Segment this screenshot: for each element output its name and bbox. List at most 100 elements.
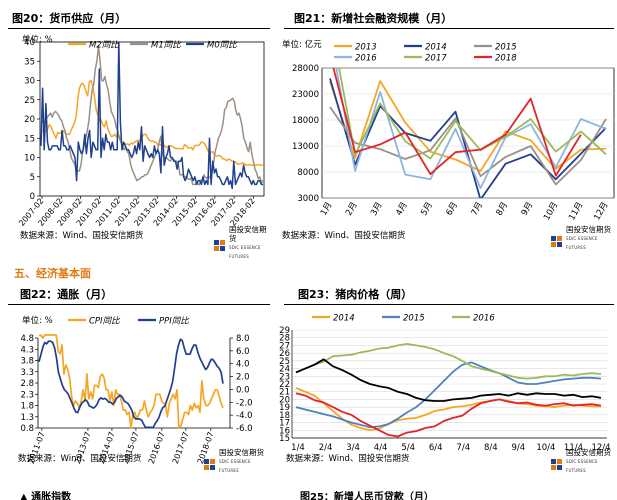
bottom-fragment-left: ▲ 通胀指数 — [20, 492, 72, 500]
logo-cn: 国投安信期货 — [566, 448, 611, 457]
fig23-xtick-label: 10/4 — [536, 443, 555, 453]
fig23-legend-2015-label: 2015 — [403, 314, 425, 324]
fig22-series-2-line — [38, 338, 224, 429]
fig21-legend-2017-label: 2017 — [425, 54, 447, 64]
logo-en: SDIC ESSENCE FUTURES — [566, 236, 598, 250]
fig22-yleft-label: 1.8 — [20, 402, 34, 412]
fig21-xtick-label: 10月 — [542, 201, 560, 223]
fig23-ytick-label: 21 — [279, 388, 290, 398]
logo-cn: 国投安信期货 — [229, 225, 267, 243]
fig20-ytick-label: 20 — [24, 115, 35, 125]
fig23-xtick-label: 8/4 — [484, 443, 498, 453]
fig23-xtick-label: 6/4 — [429, 443, 443, 453]
fig22-yright-label: -6.0 — [236, 424, 253, 434]
fig20-title: 图20：货币供应（月） — [12, 12, 127, 25]
fig23-legend-2014-label: 2014 — [333, 314, 355, 324]
fig22-yleft-label: 1.3 — [20, 413, 34, 423]
fig21-ytick-label: 18000 — [292, 116, 319, 126]
fig21-series-2015-line — [329, 106, 607, 186]
fig21-xtick-label: 11月 — [567, 201, 585, 223]
fig22-yright-label: 0.0 — [236, 385, 250, 395]
fig22-yleft-label: 3.3 — [20, 368, 34, 378]
logo-icon — [551, 456, 563, 470]
fig20-unit-label: 单位: % — [22, 34, 53, 45]
fig22-source: 数据来源：Wind、国投安信期货 — [18, 454, 142, 464]
fig21-ytick-label: 13000 — [292, 142, 319, 152]
fig21-xtick-label: 2月 — [344, 201, 360, 218]
fig23-xtick-label: 12/4 — [591, 443, 610, 453]
fig21-ytick-label: 23000 — [292, 90, 319, 100]
fig22-yleft-label: 2.8 — [20, 379, 34, 389]
fig21-xtick-label: 5月 — [419, 201, 435, 218]
fig22-yright-label: -4.0 — [236, 411, 253, 421]
logo-icon — [551, 233, 563, 247]
fig20-ytick-label: 40 — [24, 38, 35, 48]
fig22-legend-cpi-label: CPI同比 — [89, 316, 121, 327]
fig21-series-2013-line — [329, 80, 607, 172]
fig20-logo: 国投安信期货 SDIC ESSENCE FUTURES — [214, 225, 272, 261]
fig23-ytick-label: 28 — [279, 334, 290, 344]
fig20-ytick-label: 35 — [24, 57, 35, 67]
fig20-ytick-label: 15 — [24, 134, 35, 144]
fig23-title-rule — [284, 304, 614, 305]
fig23-xtick-label: 3/4 — [346, 443, 360, 453]
logo-icon — [204, 456, 216, 470]
fig21-source: 数据来源：Wind、国投安信期货 — [282, 231, 406, 241]
fig21-title: 图21：新增社会融资规模（月） — [294, 12, 453, 25]
fig23-ytick-label: 27 — [279, 341, 290, 351]
logo-en: SDIC ESSENCE FUTURES — [229, 245, 261, 259]
fig23-ytick-label: 26 — [279, 349, 290, 359]
fig23-series-2015-line — [295, 361, 602, 429]
fig21-legend-2018-label: 2018 — [495, 54, 517, 64]
fig21-ytick-label: 8000 — [297, 168, 319, 178]
fig20-series-1-line — [41, 79, 263, 166]
logo-en: SDIC ESSENCE FUTURES — [219, 459, 251, 473]
fig21-legend-2015-label: 2015 — [495, 43, 517, 53]
fig20-panel: 图20：货币供应（月） 0 5 10 15 20 25 30 35 40 单位: % 2007-02… — [0, 0, 272, 259]
fig20-ytick-label: 30 — [24, 77, 35, 87]
fig22-yleft-label: 3.8 — [20, 357, 34, 367]
fig23-ytick-label: 15 — [279, 434, 290, 444]
fig21-xtick-label: 6月 — [444, 201, 460, 218]
fig22-yright-label: 8.0 — [236, 334, 250, 344]
fig23-xtick-label: 11/4 — [564, 443, 583, 453]
fig22-yleft-label: 0.8 — [20, 424, 34, 434]
fig23-ytick-label: 25 — [279, 357, 290, 367]
fig22-xtick-label: 2017-07 — [171, 431, 191, 465]
fig21-xtick-label: 12月 — [592, 201, 610, 223]
fig23-ytick-label: 22 — [279, 380, 290, 390]
fig20-ytick-label: 5 — [30, 173, 35, 183]
fig22-yright-label: 6.0 — [236, 347, 250, 357]
fig23-legend-2016-label: 2016 — [473, 314, 495, 324]
logo-cn: 国投安信期货 — [566, 225, 611, 234]
fig21-title-rule — [284, 28, 614, 29]
logo-en: SDIC ESSENCE FUTURES — [566, 459, 598, 473]
fig23-ytick-label: 17 — [279, 419, 290, 429]
fig23-series-2016-line — [295, 343, 602, 380]
fig20-legend-m0-label: M0同比 — [207, 40, 238, 51]
fig21-series-2017-line — [338, 68, 607, 160]
fig23-ytick-label: 16 — [279, 426, 290, 436]
fig23-ytick-label: 18 — [279, 411, 290, 421]
fig22-title: 图22：通胀（月） — [20, 288, 113, 301]
fig22-yright-label: 4.0 — [236, 360, 250, 370]
fig23-ytick-label: 23 — [279, 372, 290, 382]
fig21-panel: 图21：新增社会融资规模（月） 3000 8000 13000 18000 23000 2… — [272, 0, 617, 250]
fig23-xtick-label: 2/4 — [319, 443, 333, 453]
fig22-panel: 图22：通胀（月） 0.8 1.3 1.8 2.3 2.8 3.3 3.8 4.3 4.8 -6.… — [0, 280, 272, 490]
fig23-series-2018-line — [295, 392, 602, 438]
fig21-series-2016-line — [335, 68, 607, 189]
fig23-source: 数据来源：Wind、国投安信期货 — [286, 454, 410, 464]
fig22-yleft-label: 2.3 — [20, 390, 34, 400]
fig20-legend-m1-label: M1同比 — [151, 40, 182, 51]
fig20-plot-frame — [39, 41, 265, 197]
fig20-source: 数据来源：Wind、国投安信期货 — [20, 231, 144, 241]
fig23-xtick-label: 1/4 — [291, 443, 305, 453]
fig22-unit-label: 单位: % — [22, 315, 53, 326]
fig22-yleft-label: 4.3 — [20, 345, 34, 355]
fig21-series-2014-line — [329, 78, 607, 198]
fig20-ytick-label: 25 — [24, 96, 35, 106]
fig23-panel: 图23：猪肉价格（周） 15 16 17 18 19 20 21 22 23 24 25 26 27 28… — [272, 280, 617, 490]
fig21-unit-label: 单位: 亿元 — [282, 39, 322, 50]
